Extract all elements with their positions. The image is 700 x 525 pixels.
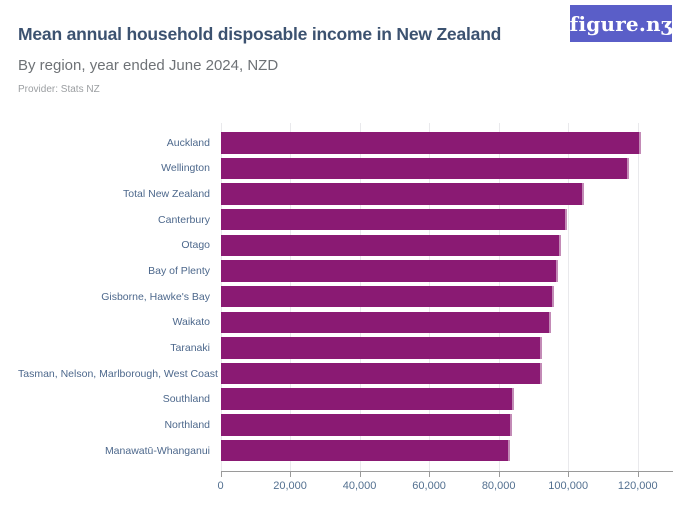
bar [220,439,511,462]
category-label: Manawatū-Whanganui [104,444,210,457]
bar-track [220,414,673,436]
bar [220,234,562,257]
figure-nz-logo-text: figure.nʒ [569,11,673,36]
category-label: Southland [162,393,210,406]
axis-tick-label: 0 [217,480,224,492]
category-label: Bay of Plenty [148,265,210,278]
category-label: Gisborne, Hawke's Bay [101,290,210,303]
category-label: Auckland [166,136,210,149]
category-label: Canterbury [158,213,210,226]
chart-row: Canterbury [18,207,682,233]
bar [220,388,515,410]
bar [220,260,559,282]
chart-row: Otago [18,233,682,259]
axis-tick [290,472,292,477]
bar-track [220,132,673,154]
axis-tick [637,472,639,477]
x-axis: 0 20,000 40,000 60,000 80,000 100,000 120,000 [217,471,673,502]
bar-track [220,260,673,282]
axis-tick [568,472,570,477]
axis-tick-label: 100,000 [548,480,589,492]
bar [220,337,543,359]
axis-tick [359,472,361,477]
figure-nz-logo[interactable]: figure.nʒ [570,5,672,42]
bar [220,362,543,385]
chart-row: Southland [18,386,682,412]
category-label: Total New Zealand [123,188,210,201]
chart-row: Wellington [18,156,682,182]
chart-row: Northland [18,412,682,438]
provider-label: Provider: Stats NZ [18,84,100,95]
bar [220,311,551,334]
bar-track [220,208,673,231]
gridline [637,123,639,471]
chart-row: Total New Zealand [18,181,682,207]
bar-track [220,234,673,257]
bar [220,132,641,154]
chart-row: Taranaki [18,335,682,361]
bar-chart: Auckland Wellington Total New Zealand Cante… [18,123,682,508]
chart-row: Tasman, Nelson, Marlborough, West Coast [18,361,682,387]
bar-track [220,439,673,462]
bar-track [220,388,673,410]
axis-tick [429,472,431,477]
bar-track [220,337,673,359]
chart-row: Waikato [18,309,682,335]
chart-row: Bay of Plenty [18,258,682,284]
bar-track [220,311,673,334]
chart-row: Auckland [18,130,682,156]
bar-track [220,362,673,385]
bar [220,414,513,436]
category-label: Taranaki [170,341,210,354]
bar-track [220,157,673,180]
axis-tick-label: 40,000 [342,480,377,492]
bar-rows: Auckland Wellington Total New Zealand Cante… [18,130,682,463]
axis-tick [498,472,500,477]
axis-tick-label: 120,000 [617,480,658,492]
category-label: Tasman, Nelson, Marlborough, West Coast [18,367,218,380]
page-title: Mean annual household disposable income … [18,24,502,44]
bar-track [220,285,673,308]
chart-row: Manawatū-Whanganui [18,438,682,464]
bar [220,157,630,180]
axis-tick [220,472,222,477]
gridline [568,123,570,471]
axis-tick-label: 20,000 [273,480,307,492]
bar [220,208,567,231]
chart-row: Gisborne, Hawke's Bay [18,284,682,310]
category-label: Otago [181,239,210,252]
bar [220,183,585,205]
bar-track [220,183,673,205]
axis-tick-label: 80,000 [481,480,516,492]
bar [220,285,554,308]
category-label: Waikato [172,316,210,329]
category-label: Northland [164,418,210,431]
category-label: Wellington [161,162,210,175]
chart-subtitle: By region, year ended June 2024, NZD [18,57,279,74]
axis-tick-label: 60,000 [412,480,446,492]
